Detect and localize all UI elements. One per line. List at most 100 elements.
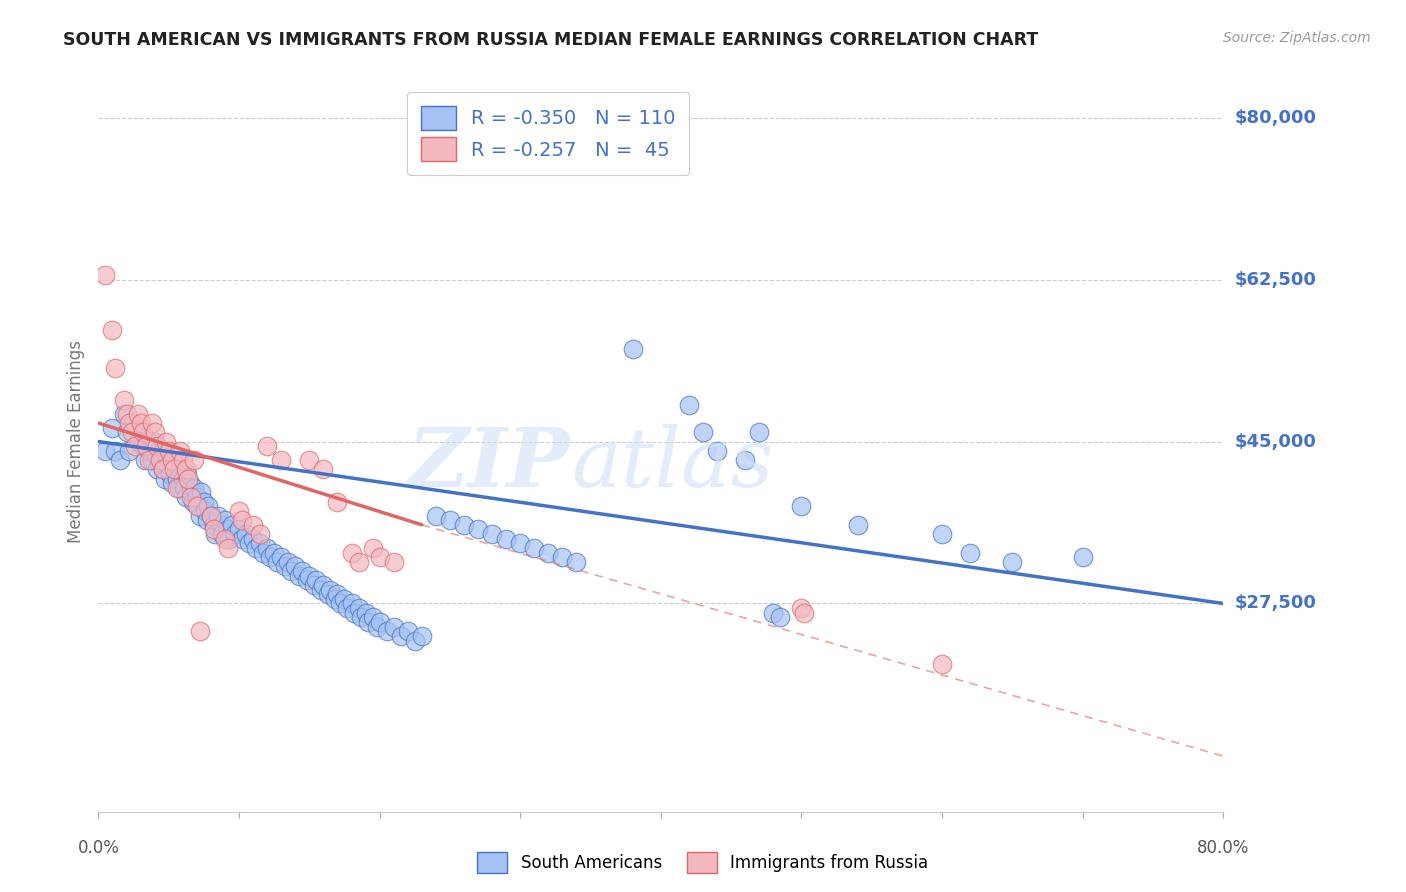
Point <box>141 416 163 430</box>
Point <box>329 597 352 611</box>
Point <box>129 416 152 430</box>
Legend: South Americans, Immigrants from Russia: South Americans, Immigrants from Russia <box>471 846 935 880</box>
Point <box>188 624 211 639</box>
Point <box>193 494 215 508</box>
Point <box>145 449 167 463</box>
Point <box>173 481 195 495</box>
Point <box>228 523 250 537</box>
Point <box>200 508 222 523</box>
Point <box>302 578 325 592</box>
Point <box>152 462 174 476</box>
Point <box>366 619 388 633</box>
Point <box>179 476 201 491</box>
Point <box>141 453 163 467</box>
Point <box>793 606 815 620</box>
Point <box>333 591 356 606</box>
Point <box>214 513 236 527</box>
Point <box>343 606 366 620</box>
Text: Source: ZipAtlas.com: Source: ZipAtlas.com <box>1223 31 1371 45</box>
Point <box>94 268 117 282</box>
Point <box>134 453 156 467</box>
Point <box>249 536 271 550</box>
Point <box>277 555 299 569</box>
Point <box>150 453 173 467</box>
Point <box>340 597 363 611</box>
Point <box>453 517 475 532</box>
Point <box>152 462 174 476</box>
Point <box>146 439 169 453</box>
Point <box>183 453 205 467</box>
Point <box>217 523 239 537</box>
Point <box>361 610 384 624</box>
Point <box>242 532 264 546</box>
Point <box>249 527 271 541</box>
Point <box>565 555 588 569</box>
Point <box>186 500 208 514</box>
Point <box>160 453 183 467</box>
Point <box>155 449 177 463</box>
Point <box>169 462 191 476</box>
Point <box>101 420 124 434</box>
Point <box>153 471 176 485</box>
Point <box>323 591 346 606</box>
Text: $80,000: $80,000 <box>1234 109 1316 127</box>
Point <box>509 536 531 550</box>
Point <box>375 624 398 639</box>
Point <box>217 541 239 555</box>
Point <box>163 462 186 476</box>
Point <box>396 624 419 639</box>
Point <box>138 453 160 467</box>
Point <box>177 471 200 485</box>
Point <box>127 407 149 421</box>
Point <box>159 467 181 481</box>
Point <box>326 587 349 601</box>
Point <box>769 610 792 624</box>
Point <box>122 416 145 430</box>
Point <box>181 494 204 508</box>
Point <box>180 490 202 504</box>
Text: $45,000: $45,000 <box>1234 433 1316 450</box>
Point <box>266 555 288 569</box>
Point <box>959 545 981 560</box>
Point <box>319 582 342 597</box>
Point <box>326 494 349 508</box>
Point <box>139 443 162 458</box>
Point <box>166 471 188 485</box>
Point <box>270 550 292 565</box>
Point <box>169 443 191 458</box>
Point <box>411 629 433 643</box>
Point <box>204 527 226 541</box>
Point <box>202 517 225 532</box>
Point <box>194 504 217 518</box>
Point <box>259 550 281 565</box>
Point <box>124 439 146 453</box>
Point <box>176 467 198 481</box>
Text: ZIP: ZIP <box>408 424 571 504</box>
Point <box>108 453 131 467</box>
Point <box>382 619 405 633</box>
Point <box>166 481 188 495</box>
Point <box>172 471 194 485</box>
Point <box>160 476 183 491</box>
Point <box>146 462 169 476</box>
Point <box>280 564 302 578</box>
Point <box>312 462 335 476</box>
Point <box>235 527 257 541</box>
Point <box>256 439 278 453</box>
Point <box>174 462 197 476</box>
Point <box>221 517 243 532</box>
Point <box>762 606 785 620</box>
Point <box>101 324 124 338</box>
Point <box>263 545 285 560</box>
Point <box>129 420 152 434</box>
Point <box>340 545 363 560</box>
Point <box>135 439 157 453</box>
Point <box>155 434 177 449</box>
Point <box>309 582 332 597</box>
Point <box>748 425 770 440</box>
Point <box>202 523 225 537</box>
Point <box>228 504 250 518</box>
Point <box>190 485 212 500</box>
Y-axis label: Median Female Earnings: Median Female Earnings <box>66 340 84 543</box>
Point <box>115 425 138 440</box>
